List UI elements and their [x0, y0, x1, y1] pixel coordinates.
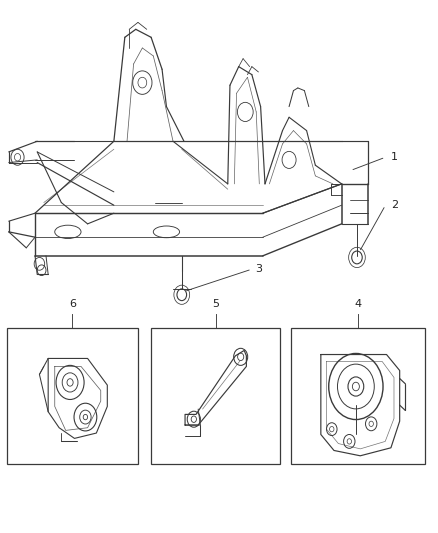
Text: 3: 3: [255, 264, 262, 274]
Text: 5: 5: [212, 299, 219, 309]
Text: 2: 2: [391, 200, 398, 210]
Text: 1: 1: [391, 152, 398, 162]
Text: 6: 6: [69, 299, 76, 309]
Bar: [151, 328, 280, 464]
Text: 4: 4: [354, 299, 362, 309]
Bar: [291, 328, 425, 464]
Bar: [7, 328, 138, 464]
